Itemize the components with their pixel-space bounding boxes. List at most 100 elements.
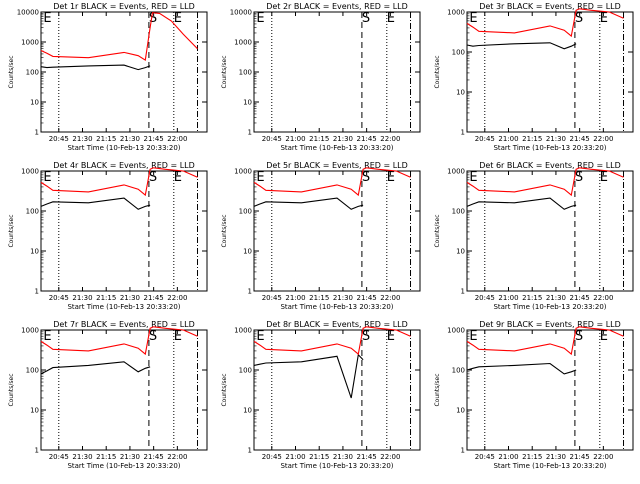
panel-det-3: Det 3r BLACK = Events, RED = LLD 1 10 100 10… (434, 2, 634, 152)
x-axis-label: Start Time (10-Feb-13 20:33:20) (67, 303, 180, 311)
event-marker-e: E (469, 11, 477, 26)
event-marker-e: E (43, 329, 51, 344)
x-tick-label: 20:45 (262, 135, 282, 143)
x-tick-label: 21:45 (357, 294, 377, 302)
y-tick-label: 10 (243, 248, 252, 256)
x-tick-label: 22:00 (167, 135, 187, 143)
y-tick-label: 1000 (21, 327, 39, 335)
event-marker-e: E (600, 329, 608, 344)
y-tick-label: 1 (248, 447, 252, 455)
y-tick-label: 10 (456, 248, 465, 256)
series-events (253, 353, 364, 399)
event-marker-e: E (469, 329, 477, 344)
panel-det-1: Det 1r BLACK = Events, RED = LLD 1 10 100 10… (8, 2, 208, 152)
x-tick-label: 21:45 (357, 135, 377, 143)
x-tick-label: 20:45 (262, 453, 282, 461)
panel-det-5: Det 5r BLACK = Events, RED = LLD 1 10 100 10… (221, 161, 421, 311)
event-marker-s: S (149, 11, 157, 26)
y-tick-label: 10 (30, 99, 39, 107)
x-tick-label: 21:00 (285, 135, 305, 143)
y-tick-label: 100 (452, 49, 465, 57)
x-tick-label: 21:30 (72, 453, 92, 461)
y-tick-label: 1 (35, 447, 39, 455)
series-events (253, 197, 364, 210)
y-tick-label: 10000 (17, 9, 39, 17)
panel-title: Det 3r BLACK = Events, RED = LLD (479, 2, 621, 11)
y-tick-label: 10000 (230, 9, 252, 17)
panel-det-6: Det 6r BLACK = Events, RED = LLD 1 10 100 10… (434, 161, 634, 311)
y-tick-label: 100 (239, 208, 252, 216)
x-tick-label: 22:00 (167, 453, 187, 461)
y-tick-label: 1000 (447, 327, 465, 335)
y-tick-label: 10 (30, 407, 39, 415)
x-tick-label: 21:15 (96, 453, 116, 461)
series-lld (40, 12, 198, 62)
event-marker-e: E (256, 329, 264, 344)
y-axis-label: Counts/sec (221, 214, 228, 247)
y-tick-label: 10 (456, 89, 465, 97)
y-tick-label: 1 (461, 288, 465, 296)
y-tick-label: 100 (26, 367, 39, 375)
event-marker-e: E (174, 329, 182, 344)
plot-frame (253, 11, 421, 133)
x-tick-label: 22:00 (167, 294, 187, 302)
x-axis-label: Start Time (10-Feb-13 20:33:20) (493, 462, 606, 470)
series-lld (40, 326, 198, 356)
panel-det-4: Det 4r BLACK = Events, RED = LLD 1 10 100 10… (8, 161, 208, 311)
series-lld (466, 167, 624, 197)
y-tick-label: 1 (461, 129, 465, 137)
x-tick-label: 20:45 (49, 453, 69, 461)
y-tick-label: 1 (248, 288, 252, 296)
x-tick-label: 20:45 (475, 453, 495, 461)
x-tick-label: 20:45 (475, 294, 495, 302)
y-tick-label: 100 (239, 367, 252, 375)
x-tick-label: 22:00 (380, 294, 400, 302)
x-tick-label: 21:45 (570, 453, 590, 461)
x-tick-label: 21:30 (333, 453, 353, 461)
y-tick-label: 1000 (234, 39, 252, 47)
series-events (466, 362, 577, 375)
x-tick-label: 20:45 (262, 294, 282, 302)
x-axis-label: Start Time (10-Feb-13 20:33:20) (280, 462, 393, 470)
panel-title: Det 1r BLACK = Events, RED = LLD (53, 2, 195, 11)
event-marker-s: S (149, 329, 157, 344)
panel-title: Det 5r BLACK = Events, RED = LLD (266, 161, 408, 170)
event-marker-e: E (43, 170, 51, 185)
x-tick-label: 21:30 (120, 135, 140, 143)
plot-frame (40, 329, 208, 451)
plot-frame (40, 11, 208, 133)
y-tick-label: 1000 (447, 168, 465, 176)
x-tick-label: 21:30 (333, 135, 353, 143)
plot-frame (253, 170, 421, 292)
panel-title: Det 7r BLACK = Events, RED = LLD (53, 320, 195, 329)
x-tick-label: 21:00 (285, 453, 305, 461)
panel-title: Det 2r BLACK = Events, RED = LLD (266, 2, 408, 11)
event-marker-s: S (362, 170, 370, 185)
x-tick-label: 21:00 (498, 294, 518, 302)
x-tick-label: 21:30 (120, 453, 140, 461)
panel-det-7: Det 7r BLACK = Events, RED = LLD 1 10 100 10… (8, 320, 208, 470)
event-marker-e: E (256, 11, 264, 26)
plot-frame (253, 329, 421, 451)
event-marker-e: E (469, 170, 477, 185)
x-tick-label: 22:00 (380, 135, 400, 143)
panel-title: Det 4r BLACK = Events, RED = LLD (53, 161, 195, 170)
x-tick-label: 22:00 (593, 294, 613, 302)
y-tick-label: 1000 (234, 327, 252, 335)
y-tick-label: 1000 (447, 9, 465, 17)
y-tick-label: 1 (35, 129, 39, 137)
y-axis-label: Counts/sec (221, 55, 228, 88)
y-tick-label: 10 (243, 99, 252, 107)
series-events (40, 64, 151, 71)
x-tick-label: 22:00 (593, 453, 613, 461)
x-tick-label: 21:45 (570, 135, 590, 143)
series-lld (40, 167, 198, 197)
event-marker-s: S (575, 170, 583, 185)
x-tick-label: 21:00 (498, 453, 518, 461)
x-tick-label: 21:15 (309, 135, 329, 143)
x-tick-label: 21:15 (309, 294, 329, 302)
y-axis-label: Counts/sec (8, 55, 15, 88)
x-tick-label: 21:00 (285, 294, 305, 302)
plot-frame (466, 329, 634, 451)
y-tick-label: 1 (248, 129, 252, 137)
